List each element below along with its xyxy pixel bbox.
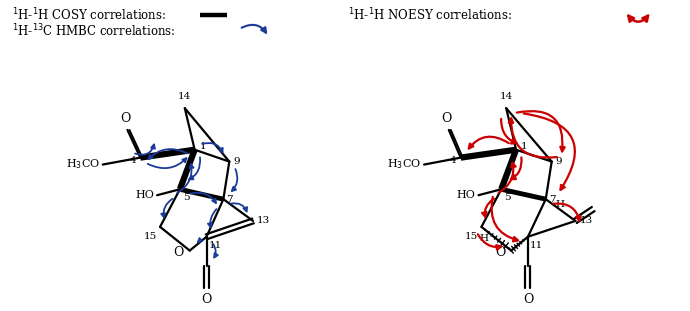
Text: $^{1}$H-$^{1}$H COSY correlations:: $^{1}$H-$^{1}$H COSY correlations: <box>12 7 166 24</box>
Text: 9: 9 <box>555 157 562 166</box>
Text: $^{1}$H-$^{13}$C HMBC correlations:: $^{1}$H-$^{13}$C HMBC correlations: <box>12 23 175 39</box>
Text: HO: HO <box>135 190 154 200</box>
Text: 15: 15 <box>144 232 157 241</box>
Text: O: O <box>201 293 212 306</box>
Text: O: O <box>442 112 452 125</box>
Text: H: H <box>555 200 564 209</box>
Text: 7: 7 <box>226 195 233 204</box>
Text: 5: 5 <box>504 193 511 202</box>
Text: 11: 11 <box>530 241 543 250</box>
Text: 7: 7 <box>549 195 555 204</box>
Text: 11: 11 <box>208 241 221 250</box>
Text: O: O <box>173 246 184 259</box>
Text: HO: HO <box>457 190 475 200</box>
Text: 13: 13 <box>257 216 270 225</box>
Text: 9: 9 <box>233 157 240 166</box>
Text: 14: 14 <box>178 92 191 101</box>
Text: $^{1}$H-$^{1}$H NOESY correlations:: $^{1}$H-$^{1}$H NOESY correlations: <box>348 7 512 24</box>
Text: O: O <box>495 246 505 259</box>
Text: 4: 4 <box>450 156 457 165</box>
Text: 5: 5 <box>183 193 190 202</box>
Text: H$_3$CO: H$_3$CO <box>66 158 100 171</box>
Text: 14: 14 <box>500 92 513 101</box>
Text: 1: 1 <box>521 142 528 151</box>
Text: 1: 1 <box>199 142 206 151</box>
Text: 13: 13 <box>580 216 593 225</box>
Text: H$_3$CO: H$_3$CO <box>387 158 421 171</box>
Text: H: H <box>480 234 489 243</box>
Text: 15: 15 <box>465 232 478 241</box>
Text: O: O <box>523 293 533 306</box>
Text: O: O <box>120 112 130 125</box>
Text: 4: 4 <box>130 156 137 165</box>
